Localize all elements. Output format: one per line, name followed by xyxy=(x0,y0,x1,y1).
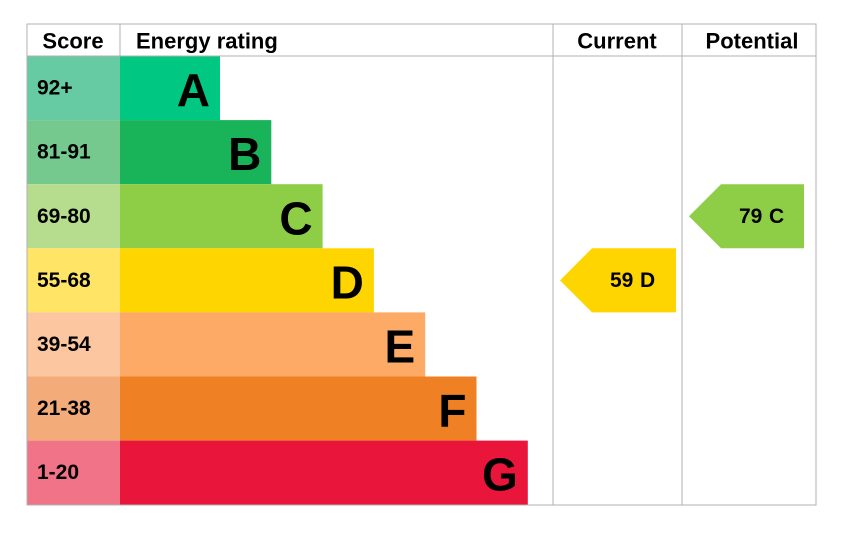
rating-letter: C xyxy=(279,192,312,244)
score-label: 21-38 xyxy=(37,397,91,420)
score-cell xyxy=(27,184,120,249)
score-label: 39-54 xyxy=(37,333,91,356)
table-frame xyxy=(26,23,817,506)
score-cell xyxy=(27,376,120,441)
potential-arrow xyxy=(689,184,804,249)
potential-letter: C xyxy=(769,205,784,228)
score-cell xyxy=(27,56,120,121)
score-label: 81-91 xyxy=(37,141,91,164)
score-cell xyxy=(27,248,120,313)
rating-letter: F xyxy=(438,385,466,437)
header-potential: Potential xyxy=(706,29,799,54)
rating-bar xyxy=(120,440,528,505)
rating-bar xyxy=(120,120,272,185)
rating-letter: E xyxy=(385,320,416,372)
header-rating: Energy rating xyxy=(136,29,278,54)
score-cell xyxy=(27,120,120,185)
rating-letter: G xyxy=(482,449,518,501)
current-letter: D xyxy=(640,269,655,292)
score-label: 69-80 xyxy=(37,205,91,228)
rating-bar xyxy=(120,312,426,377)
rating-bar xyxy=(120,56,220,121)
rating-bar xyxy=(120,376,477,441)
rating-letter: D xyxy=(331,256,364,308)
header-score: Score xyxy=(42,29,103,54)
header-current: Current xyxy=(577,29,657,54)
score-label: 1-20 xyxy=(37,461,79,484)
rating-bar xyxy=(120,184,323,249)
current-value: 59 xyxy=(610,269,633,292)
score-label: 55-68 xyxy=(37,269,91,292)
score-cell xyxy=(27,440,120,505)
score-label: 92+ xyxy=(37,77,73,100)
score-cell xyxy=(27,312,120,377)
rating-letter: B xyxy=(228,128,261,180)
rating-letter: A xyxy=(177,64,210,116)
rating-bar xyxy=(120,248,374,313)
current-arrow xyxy=(560,248,676,313)
potential-value: 79 xyxy=(739,205,762,228)
